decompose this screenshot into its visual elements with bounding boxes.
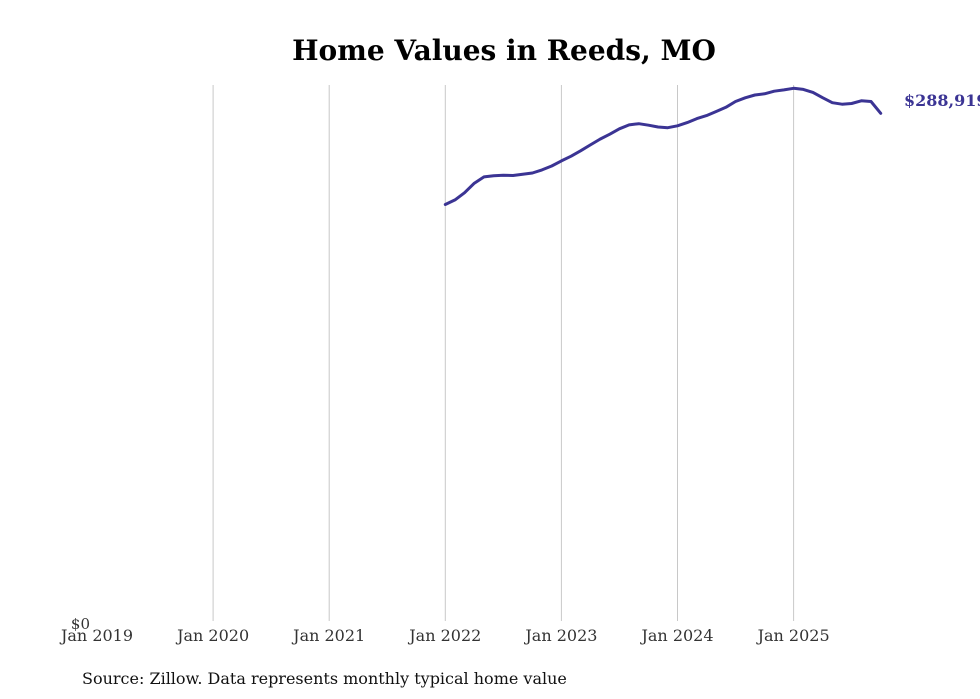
home-value-line — [443, 86, 883, 206]
x-axis-ticks: Jan 2019 Jan 2020 Jan 2021 Jan 2022 Jan 2023… — [59, 626, 830, 645]
source-note: Source: Zillow. Data represents monthly … — [82, 669, 567, 688]
x-tick-label: Jan 2022 — [407, 626, 481, 645]
x-tick-label: Jan 2020 — [175, 626, 249, 645]
x-tick-label: Jan 2021 — [291, 626, 365, 645]
y-tick-label: $0 — [71, 615, 90, 633]
x-tick-label: Jan 2025 — [756, 626, 830, 645]
gridlines — [212, 85, 795, 621]
x-tick-label: Jan 2019 — [59, 626, 133, 645]
x-tick-label: Jan 2024 — [639, 626, 713, 645]
end-value-label: $288,919 — [904, 91, 980, 110]
chart-title: Home Values in Reeds, MO — [292, 34, 716, 67]
x-tick-label: Jan 2023 — [523, 626, 597, 645]
